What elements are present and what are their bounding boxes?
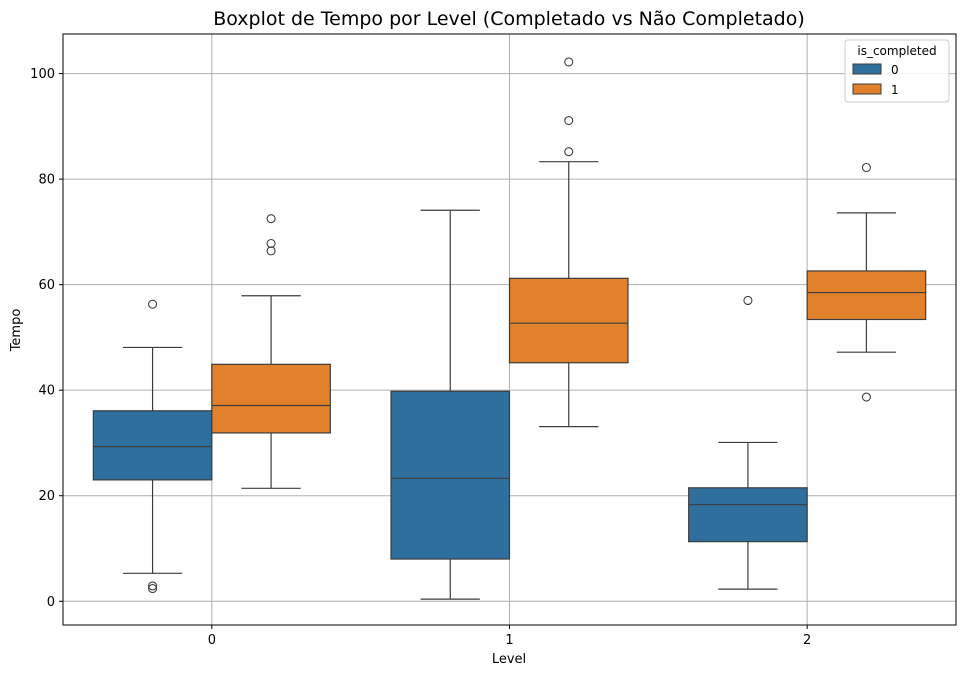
y-tick-label: 80 (38, 173, 55, 188)
legend-swatch-1 (852, 83, 882, 95)
outlier-point (266, 246, 276, 256)
legend-label-1: 1 (891, 83, 899, 97)
y-tick-label: 0 (47, 595, 55, 610)
box-series-1-level-0 (211, 214, 331, 489)
y-tick-label: 60 (38, 278, 55, 293)
x-tick-label: 1 (505, 633, 513, 648)
iqr-box (688, 487, 808, 543)
iqr-box (806, 270, 927, 321)
outlier-point (861, 162, 871, 173)
y-tick-label: 100 (30, 67, 55, 82)
iqr-box (508, 277, 629, 364)
y-axis: 0 20 40 60 80 100 (30, 67, 63, 610)
outlier-point (564, 147, 574, 157)
box-series-0-level-0 (92, 299, 213, 594)
legend-label-0: 0 (891, 63, 899, 77)
y-tick-label: 40 (38, 384, 55, 399)
legend-swatch-0 (852, 63, 882, 75)
chart-title: Boxplot de Tempo por Level (Completado v… (213, 8, 805, 30)
outlier-point (564, 57, 574, 67)
box-series-1-level-1 (508, 57, 629, 428)
box-series-1-level-2 (806, 162, 927, 402)
y-tick-label: 20 (38, 489, 55, 504)
iqr-box (92, 410, 213, 481)
legend: is_completed 0 1 (844, 39, 950, 103)
x-axis: 0 1 2 (208, 625, 811, 648)
outlier-point (266, 238, 276, 249)
x-tick-label: 2 (803, 633, 811, 648)
outlier-point (743, 295, 753, 306)
boxes (92, 57, 927, 600)
box-series-0-level-2 (688, 295, 808, 590)
iqr-box (390, 390, 511, 560)
box-series-0-level-1 (390, 209, 511, 600)
x-axis-label: Level (492, 652, 526, 667)
outlier-point (564, 115, 574, 126)
outlier-point (148, 581, 158, 591)
outlier-point (266, 214, 276, 224)
legend-title: is_completed (857, 44, 936, 58)
outlier-point (148, 299, 158, 309)
y-axis-label: Tempo (9, 309, 24, 353)
outlier-point (148, 584, 158, 594)
outlier-point (861, 392, 871, 402)
iqr-box (211, 363, 331, 434)
x-tick-label: 0 (208, 633, 216, 648)
